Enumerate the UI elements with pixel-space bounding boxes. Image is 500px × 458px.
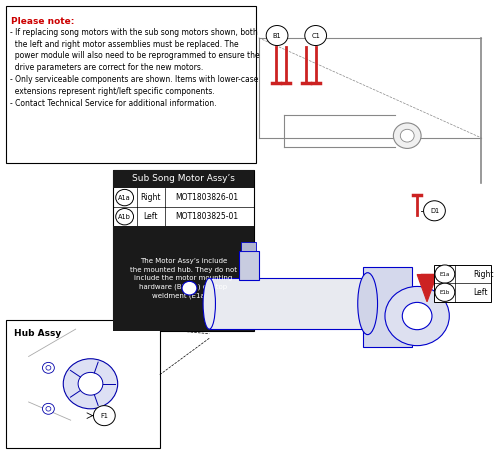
Text: A1b: A1b (118, 214, 131, 220)
Circle shape (435, 265, 454, 283)
FancyBboxPatch shape (242, 242, 256, 251)
Text: F1: F1 (100, 413, 108, 419)
Text: C1: C1 (312, 33, 320, 38)
Text: Hub Assy: Hub Assy (14, 329, 61, 338)
FancyBboxPatch shape (112, 170, 254, 332)
Text: Left: Left (473, 288, 488, 297)
Circle shape (182, 281, 197, 295)
Circle shape (305, 26, 326, 45)
Circle shape (42, 403, 54, 414)
Circle shape (64, 359, 118, 409)
Text: - If replacing song motors with the sub song motors shown, both
  the left and r: - If replacing song motors with the sub … (10, 28, 260, 108)
FancyBboxPatch shape (239, 251, 259, 280)
FancyBboxPatch shape (6, 6, 256, 163)
Text: Right: Right (473, 270, 494, 278)
Circle shape (394, 123, 421, 148)
Text: Sub Song Motor Assy’s: Sub Song Motor Assy’s (132, 174, 234, 183)
Text: B1: B1 (273, 33, 281, 38)
FancyBboxPatch shape (210, 278, 368, 329)
FancyBboxPatch shape (112, 170, 254, 188)
Circle shape (385, 286, 450, 346)
Circle shape (46, 365, 51, 370)
Circle shape (435, 283, 454, 301)
Text: Right: Right (140, 193, 160, 202)
Ellipse shape (358, 273, 378, 335)
Text: MOT1803825-01: MOT1803825-01 (175, 212, 238, 221)
Text: E1a: E1a (440, 272, 450, 277)
FancyBboxPatch shape (362, 267, 412, 347)
Text: Please note:: Please note: (12, 17, 74, 26)
Text: MOT1803826-01: MOT1803826-01 (175, 193, 238, 202)
Circle shape (400, 129, 414, 142)
Text: A1a: A1a (118, 195, 131, 201)
Polygon shape (417, 274, 437, 302)
Text: D1: D1 (430, 208, 439, 214)
FancyBboxPatch shape (112, 226, 254, 332)
Circle shape (424, 201, 446, 221)
Ellipse shape (203, 278, 215, 329)
Circle shape (116, 190, 134, 206)
Circle shape (266, 26, 288, 45)
FancyBboxPatch shape (434, 265, 492, 302)
Text: E1b: E1b (440, 290, 450, 295)
Circle shape (42, 362, 54, 373)
Circle shape (402, 302, 432, 330)
Text: Left: Left (143, 212, 158, 221)
Circle shape (94, 406, 115, 425)
Circle shape (116, 208, 134, 225)
FancyBboxPatch shape (6, 320, 160, 447)
Circle shape (46, 407, 51, 411)
Text: The Motor Assy’s include
the mounted hub. They do not
include the motor mounting: The Motor Assy’s include the mounted hub… (130, 258, 237, 300)
Circle shape (78, 372, 103, 395)
